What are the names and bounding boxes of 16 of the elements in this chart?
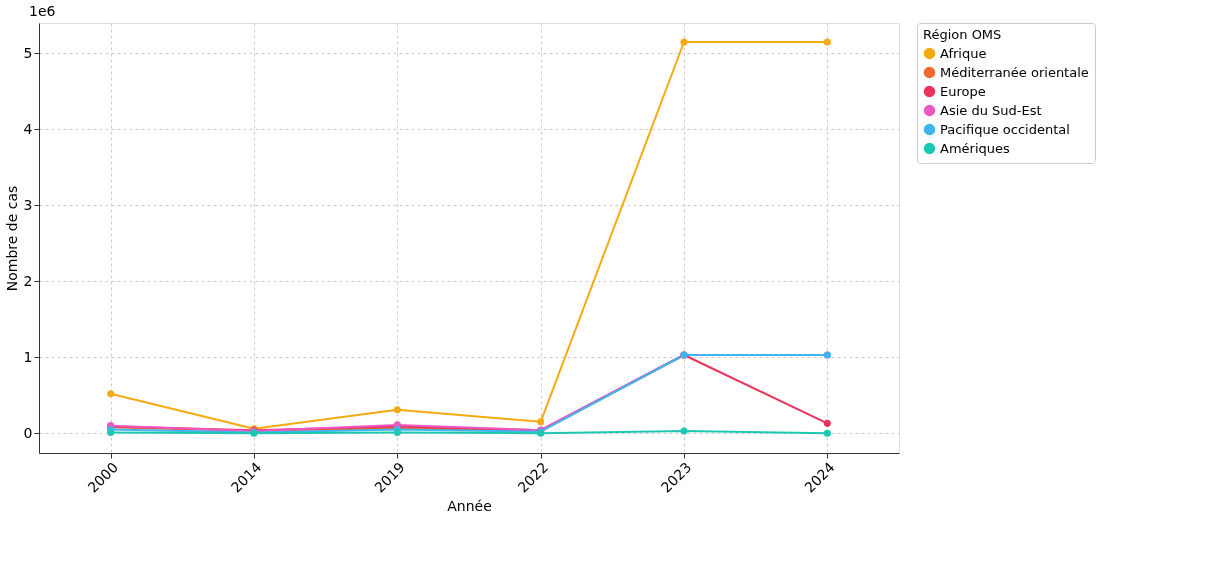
y-tick-label: 4 bbox=[23, 120, 33, 137]
text: 1e6 bbox=[29, 3, 56, 19]
y-tick-label: 5 bbox=[23, 44, 33, 61]
y-tick-label: 3 bbox=[23, 196, 33, 213]
legend-label: Afrique bbox=[940, 45, 987, 61]
y-tick-label: 1 bbox=[23, 348, 33, 365]
legend-label: Pacifique occidental bbox=[940, 121, 1070, 137]
legend-label: Europe bbox=[940, 83, 986, 99]
y-tick-label: 2 bbox=[23, 272, 33, 289]
x-axis-title: Année bbox=[447, 497, 492, 514]
legend-label: Amériques bbox=[940, 140, 1010, 156]
y-axis-title: Nombre de cas bbox=[3, 185, 20, 292]
legend-label: Asie du Sud-Est bbox=[940, 102, 1042, 118]
legend-label: Méditerranée orientale bbox=[940, 64, 1089, 80]
y-tick-label: 0 bbox=[23, 424, 33, 441]
legend-title: Région OMS bbox=[923, 27, 1002, 42]
